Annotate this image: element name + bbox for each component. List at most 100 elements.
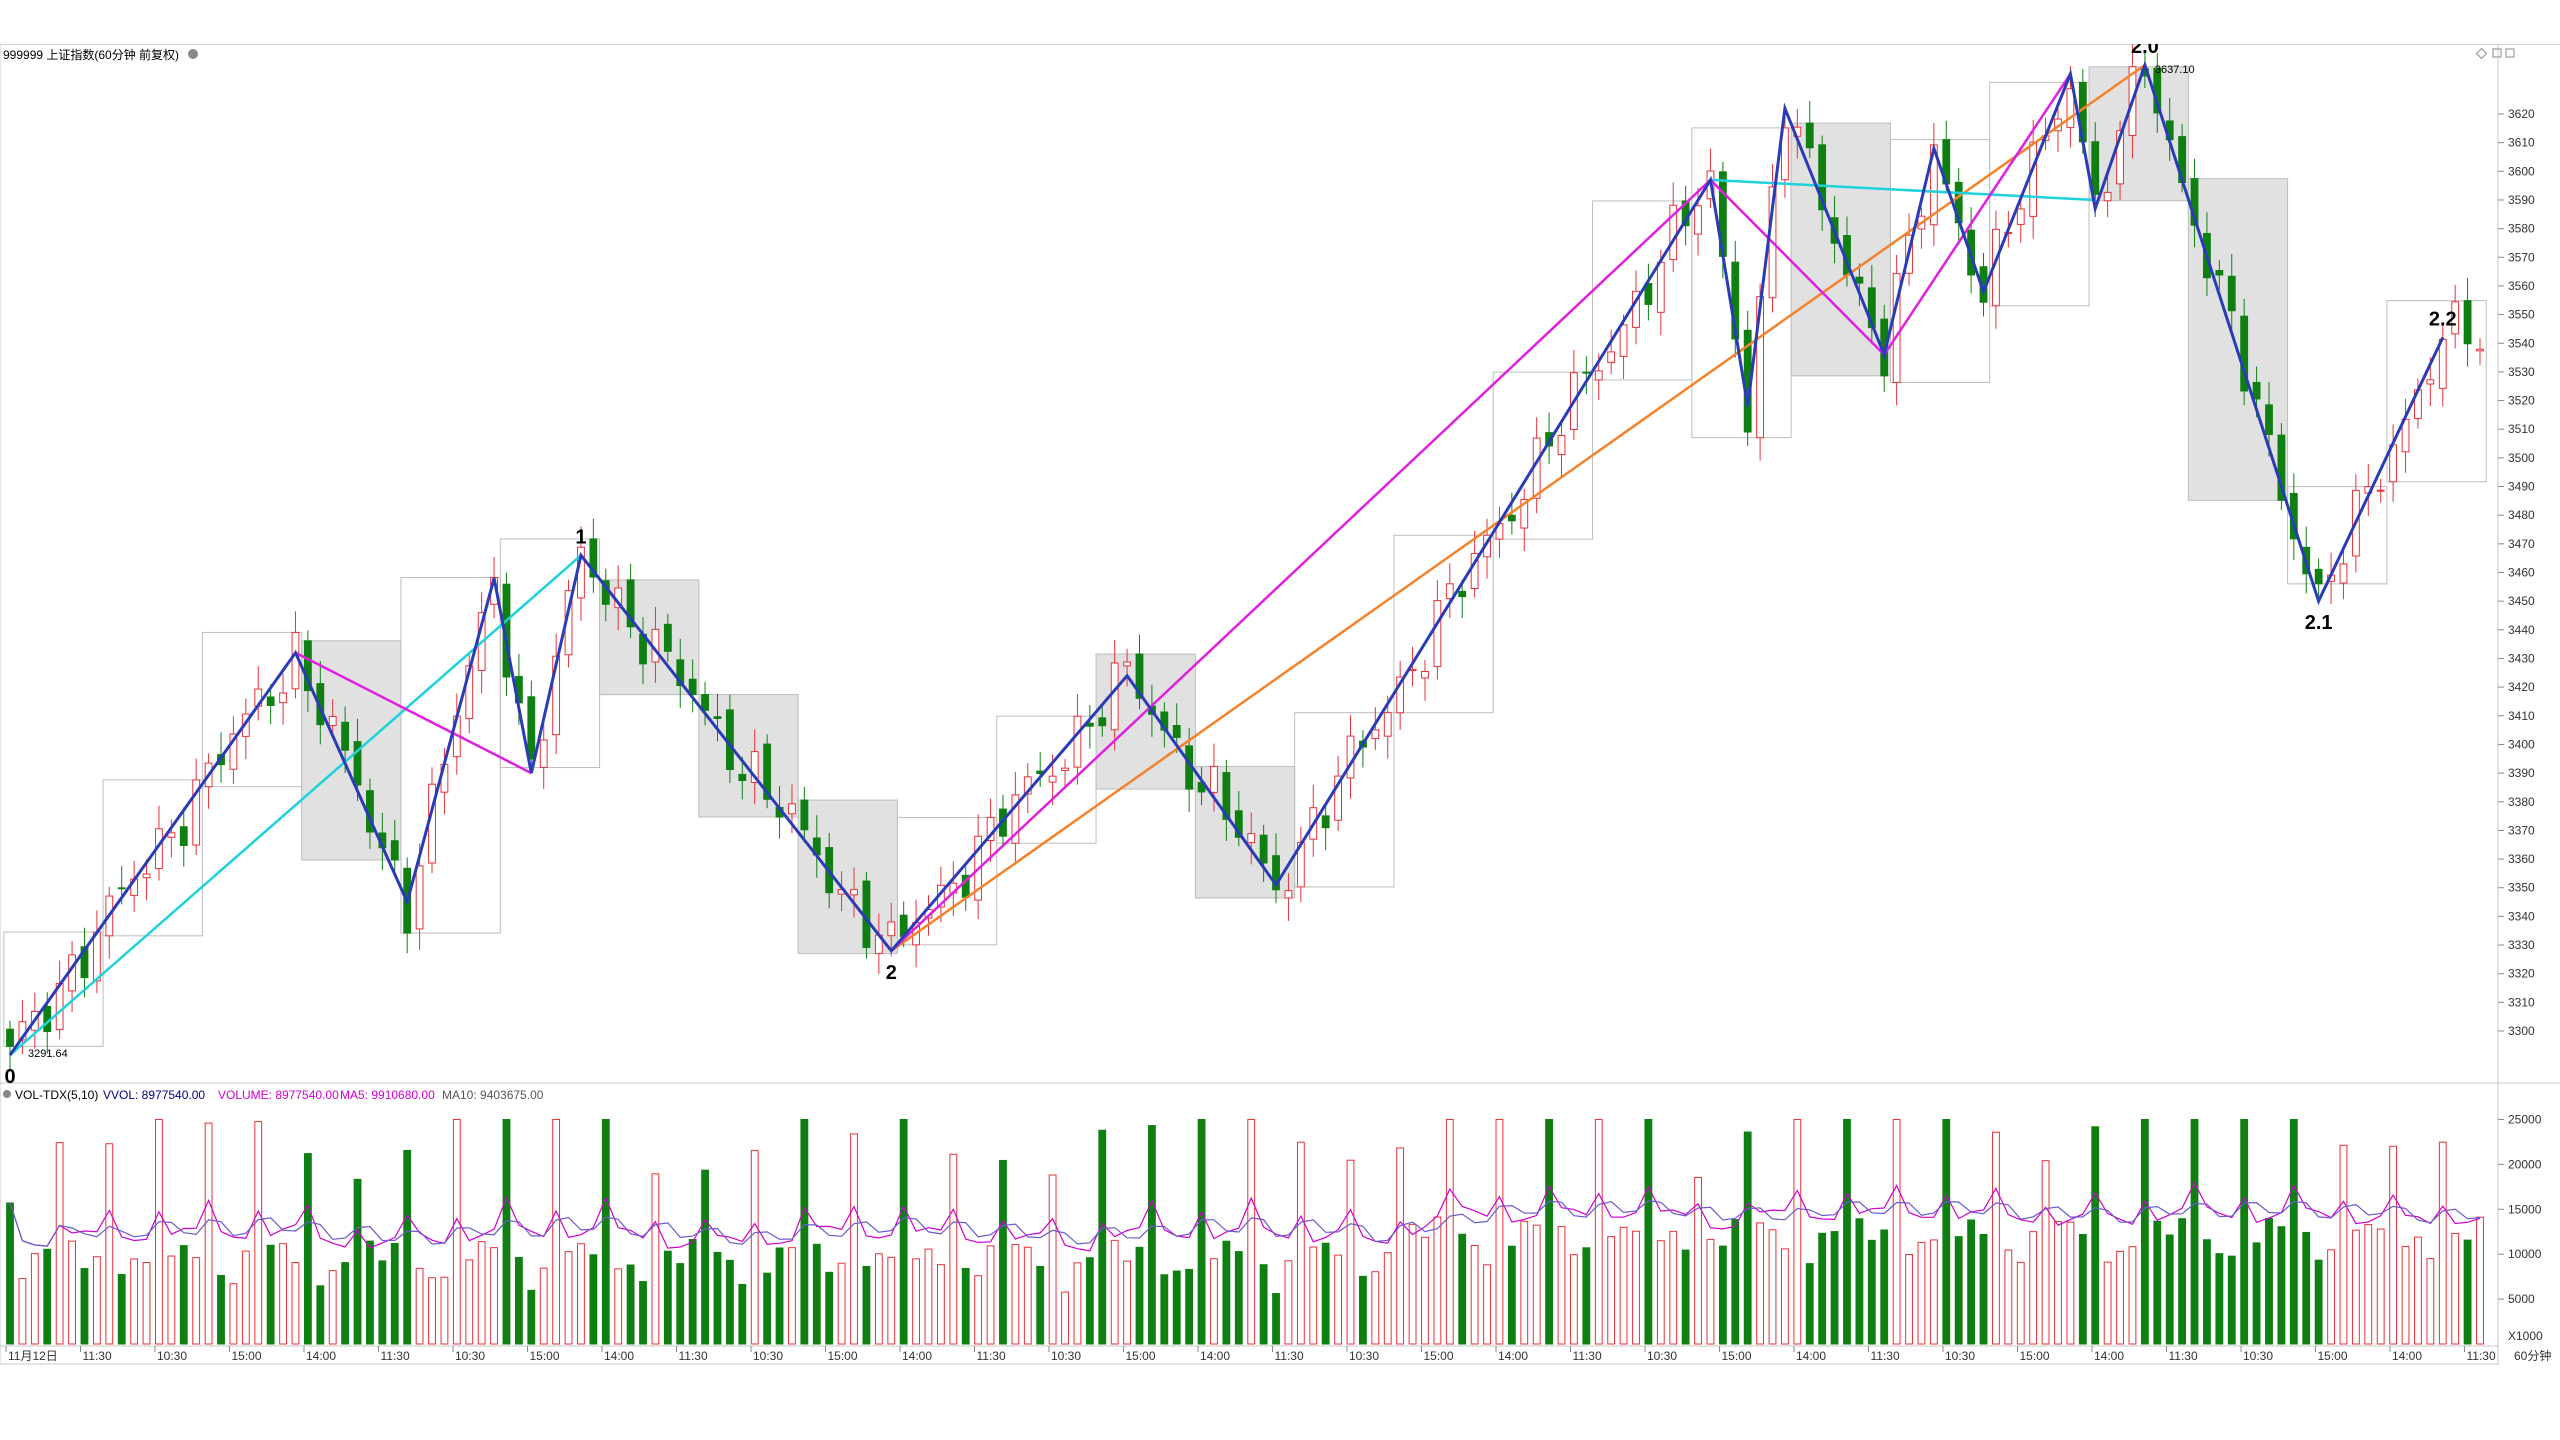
restore-icon[interactable]	[2492, 48, 2502, 58]
candle-body	[539, 739, 548, 769]
candle-body	[1110, 662, 1119, 731]
candle-body	[1805, 122, 1814, 149]
candle-body	[1507, 514, 1516, 522]
candle-body	[2451, 301, 2460, 335]
volume-bar	[1185, 1268, 1194, 1345]
volume-bar	[1085, 1257, 1094, 1345]
volume-bar	[552, 1118, 561, 1345]
time-tick-label: 15:00	[2020, 1349, 2050, 1363]
volume-bar	[1818, 1232, 1827, 1345]
price-tick-label: 3530	[2508, 365, 2535, 379]
volume-bar	[589, 1254, 598, 1345]
volume-bar	[850, 1133, 858, 1345]
low-price-annotation: 3291.64	[28, 1048, 68, 1060]
volume-bar	[2339, 1144, 2348, 1345]
magenta-trend-line	[1709, 179, 1886, 356]
price-tick-label: 3490	[2508, 480, 2535, 494]
time-tick-label: 10:30	[1647, 1349, 1677, 1363]
volume-bar	[341, 1262, 350, 1345]
candle-body	[2066, 88, 2075, 129]
candle-body	[1098, 717, 1107, 727]
volume-bar	[2401, 1245, 2410, 1345]
candle-body	[1892, 273, 1901, 383]
wave-label: 2.2	[2429, 309, 2457, 331]
price-tick-label: 3380	[2508, 795, 2535, 809]
volume-bar	[1855, 1218, 1864, 1345]
volume-bar	[192, 1257, 201, 1345]
volume-bar	[1681, 1249, 1690, 1345]
time-tick-label: 15:00	[530, 1349, 560, 1363]
time-tick-label: 14:00	[306, 1349, 336, 1363]
volume-bar	[6, 1202, 14, 1345]
volume-bar	[2203, 1239, 2211, 1345]
volume-bar	[2364, 1224, 2373, 1345]
ma5-line	[9, 1181, 2481, 1252]
time-tick-label: 10:30	[157, 1349, 187, 1363]
candle-body	[887, 921, 896, 937]
volume-bar	[763, 1272, 772, 1345]
volume-bar	[1905, 1254, 1913, 1345]
volume-bar	[502, 1118, 511, 1345]
candle-body	[2265, 404, 2273, 435]
candle-body	[2438, 338, 2447, 389]
volume-bar	[1992, 1131, 2000, 1345]
blue-zigzag-line	[8, 60, 2445, 1056]
volume-bar	[1061, 1291, 1069, 1345]
range-box	[1393, 534, 1494, 714]
volume-bar	[366, 1240, 374, 1345]
candle-body	[1632, 290, 1640, 328]
candle-body	[179, 826, 188, 846]
time-tick-label: 11:30	[2467, 1349, 2496, 1363]
candle-body	[1061, 767, 1069, 771]
candle-body	[1048, 775, 1057, 783]
volume-bar	[514, 1256, 523, 1345]
volume-bar	[738, 1283, 747, 1345]
period-label[interactable]: 60分钟	[2514, 1348, 2551, 1363]
candle-body	[1582, 371, 1591, 374]
candle-body	[2016, 208, 2025, 225]
price-tick-label: 3390	[2508, 766, 2535, 780]
volume-bar	[204, 1122, 213, 1345]
candle-body	[2240, 315, 2249, 392]
volume-bar	[750, 1149, 759, 1345]
volume-bar	[2116, 1250, 2124, 1345]
candle-body	[353, 741, 362, 786]
diamond-icon[interactable]	[2475, 47, 2488, 60]
volume-bar	[2227, 1255, 2236, 1345]
price-tick-label: 3310	[2508, 995, 2535, 1009]
volume-bar	[1383, 1252, 1392, 1345]
price-tick-label: 3570	[2508, 250, 2535, 264]
volume-bar	[155, 1118, 163, 1345]
candle-body	[2215, 270, 2224, 276]
time-tick-label: 14:00	[604, 1349, 634, 1363]
candle-body	[850, 889, 858, 896]
volume-settings-icon[interactable]	[3, 1090, 11, 1098]
range-box	[797, 799, 898, 955]
volume-bar	[2389, 1145, 2398, 1345]
volume-bar	[490, 1247, 498, 1345]
ma5-readout: MA5: 9910680.00	[340, 1088, 435, 1102]
volume-bar	[1073, 1262, 1082, 1345]
time-tick-label: 15:00	[1722, 1349, 1752, 1363]
volume-bar	[1123, 1260, 1131, 1345]
candle-body	[2376, 489, 2385, 492]
volume-bar	[1147, 1125, 1156, 1345]
volume-bar	[440, 1276, 449, 1345]
chart-canvas[interactable]: 999999 上证指数(60分钟 前复权) 330033103320333033…	[0, 44, 2560, 1372]
volume-bar	[1520, 1220, 1529, 1345]
candle-body	[1557, 434, 1566, 456]
magenta-trend-line	[1883, 73, 2072, 356]
price-tick-label: 3300	[2508, 1024, 2535, 1038]
volume-bar	[1495, 1118, 1504, 1345]
volume-bar	[1259, 1264, 1268, 1345]
volume-bar	[862, 1265, 871, 1345]
time-tick-label: 15:00	[2318, 1349, 2348, 1363]
volume-bar	[1210, 1258, 1218, 1345]
volume-bar	[1247, 1118, 1256, 1345]
volume-bar	[2240, 1118, 2249, 1345]
volume-bar	[1272, 1293, 1280, 1345]
settings-icon[interactable]	[188, 49, 198, 59]
volume-bar	[105, 1143, 114, 1345]
close-icon[interactable]	[2505, 48, 2515, 58]
price-tick-label: 3480	[2508, 508, 2535, 522]
